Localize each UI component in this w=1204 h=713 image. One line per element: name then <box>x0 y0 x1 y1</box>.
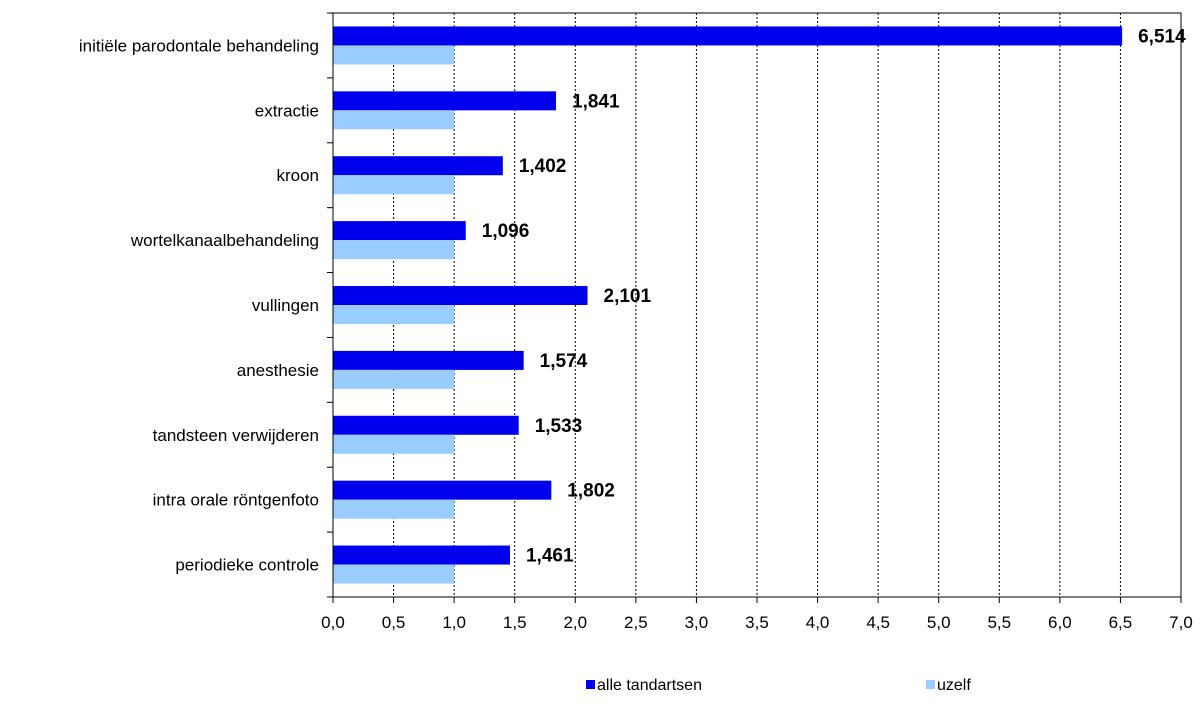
category-label: intra orale röntgenfoto <box>153 491 319 510</box>
bar-alle-tandartsen <box>333 156 503 176</box>
bar-uzelf <box>333 175 455 195</box>
data-label: 6,514 <box>1138 26 1186 47</box>
x-tick-label: 1,0 <box>442 613 466 632</box>
bar-alle-tandartsen <box>333 480 552 500</box>
data-label: 1,461 <box>526 546 574 567</box>
legend-label: alle tandartsen <box>597 677 702 694</box>
data-label: 1,402 <box>519 156 567 177</box>
axis-layer <box>327 12 1182 603</box>
x-tick-label: 2,5 <box>624 613 648 632</box>
data-label: 1,802 <box>567 481 615 502</box>
category-label: anesthesie <box>237 361 319 380</box>
x-tick-label: 5,5 <box>987 613 1011 632</box>
category-label: vullingen <box>252 296 319 315</box>
legend-swatch <box>586 680 595 689</box>
category-label: extractie <box>255 101 319 120</box>
bar-alle-tandartsen <box>333 26 1123 46</box>
x-tick-label: 3,0 <box>685 613 709 632</box>
bar-uzelf <box>333 369 455 389</box>
bar-uzelf <box>333 110 455 130</box>
category-label: wortelkanaalbehandeling <box>130 231 319 250</box>
category-label: tandsteen verwijderen <box>153 426 319 445</box>
category-label: periodieke controle <box>175 556 319 575</box>
data-label: 1,574 <box>540 351 588 372</box>
data-label: 1,841 <box>572 91 620 112</box>
legend-label: uzelf <box>937 677 971 694</box>
legend-swatch <box>926 680 935 689</box>
x-tick-label: 7,0 <box>1169 613 1193 632</box>
bar-uzelf <box>333 434 455 454</box>
x-tick-label: 3,5 <box>745 613 769 632</box>
bar-alle-tandartsen <box>333 545 510 565</box>
bar-uzelf <box>333 564 455 584</box>
bar-uzelf <box>333 45 455 65</box>
data-label: 1,533 <box>535 416 583 437</box>
category-label: kroon <box>276 166 319 185</box>
x-tick-label: 0,5 <box>382 613 406 632</box>
x-tick-label: 6,0 <box>1048 613 1072 632</box>
bar-uzelf <box>333 240 455 260</box>
data-label: 1,096 <box>482 221 530 242</box>
bar-alle-tandartsen <box>333 415 519 435</box>
x-tick-label: 4,0 <box>806 613 830 632</box>
category-label: initiële parodontale behandeling <box>79 36 319 55</box>
bar-layer <box>333 26 1123 584</box>
bar-uzelf <box>333 499 455 519</box>
bar-alle-tandartsen <box>333 286 588 305</box>
x-tick-label: 4,5 <box>866 613 890 632</box>
bar-alle-tandartsen <box>333 91 557 111</box>
x-tick-label: 5,0 <box>927 613 951 632</box>
x-tick-label: 0,0 <box>321 613 345 632</box>
label-layer: 0,0 0,5 1,0 1,5 2,0 2,5 3,0 3,5 4,0 4,5 5,0 5,5 6,0 6… <box>79 26 1193 632</box>
x-tick-label: 6,5 <box>1109 613 1133 632</box>
bar-alle-tandartsen <box>333 221 466 241</box>
bar-uzelf <box>333 305 455 324</box>
legend: alle tandartsen uzelf <box>586 677 971 694</box>
x-tick-label: 1,5 <box>503 613 527 632</box>
x-tick-label: 2,0 <box>563 613 587 632</box>
data-label: 2,101 <box>604 286 652 307</box>
bar-alle-tandartsen <box>333 350 524 370</box>
